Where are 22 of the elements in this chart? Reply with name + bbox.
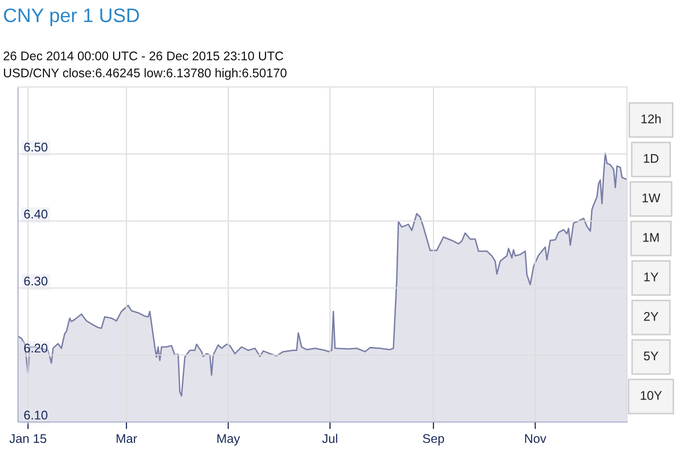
y-tick-label: 6.10 [24,410,48,420]
y-tick-label: 6.40 [24,210,48,219]
text: 5Y [644,352,658,360]
x-tick-label: May [217,434,240,446]
x-tick-label: Jul [322,434,338,443]
chart-title: CNY per 1 USD [4,8,139,26]
text: 1D [644,154,658,163]
text: 1Y [644,272,658,282]
text: 1W [642,194,660,202]
y-tick-label: 6.30 [24,276,48,286]
x-tick-label: Nov [525,434,546,443]
text: 2Y [644,312,658,321]
text: 1M [643,233,659,242]
y-tick-label: 6.20 [24,344,48,353]
x-tick-label: Jan 15 [9,434,46,443]
x-tick-label: Sep [422,434,444,446]
y-tick-label: 6.50 [24,142,48,152]
x-tick-label: Mar [116,434,138,443]
text: 10Y [640,391,662,400]
text: 12h [642,114,661,124]
text: USD/CNY close:6.46245 low:6.13780 high:6.50170 [4,68,287,80]
chart-subtitle: 26 Dec 2014 00:00 UTC - 26 Dec 2015 23:10 UTC [4,52,284,60]
